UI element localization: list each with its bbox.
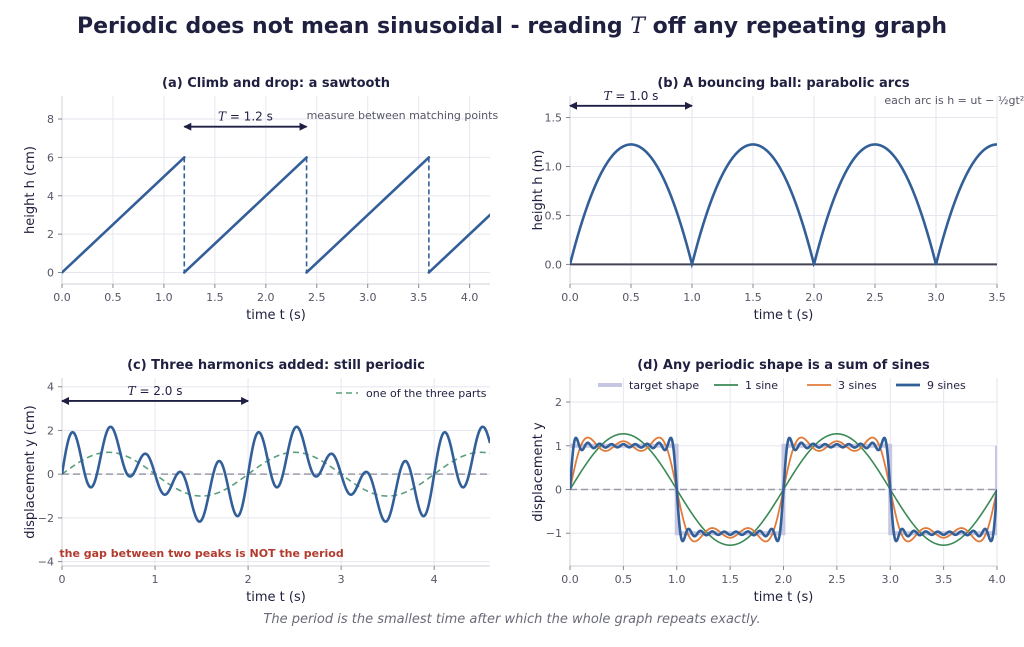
target-shape-curve bbox=[570, 443, 997, 536]
sawtooth-ramp bbox=[62, 156, 186, 274]
x-tick-label: 3.0 bbox=[359, 291, 377, 304]
x-tick-label: 3 bbox=[338, 573, 345, 586]
page-title: Periodic does not mean sinusoidal - read… bbox=[76, 14, 948, 39]
chart-c: (c) Three harmonics added: still periodi… bbox=[23, 358, 490, 605]
x-tick-label: 0.5 bbox=[622, 291, 640, 304]
chart-a: (a) Climb and drop: a sawtooth 0.0 0.5 1.0 1… bbox=[23, 76, 498, 323]
y-tick-label: 2 bbox=[555, 396, 562, 409]
x-tick-label: 1.0 bbox=[155, 291, 173, 304]
x-tick-label: 4.0 bbox=[461, 291, 479, 304]
x-axis-label: time t (s) bbox=[754, 590, 814, 605]
x-tick-label: 3.5 bbox=[988, 291, 1006, 304]
y-tick-label: 0.0 bbox=[545, 258, 563, 271]
chart-b: (b) A bouncing ball: parabolic arcs 0.0 0.… bbox=[531, 76, 1024, 323]
sawtooth-ramp bbox=[182, 156, 308, 274]
footer-caption: The period is the smallest time after wh… bbox=[263, 612, 761, 627]
x-tick-label: 3.0 bbox=[927, 291, 945, 304]
warning-annotation: the gap between two peaks is NOT the per… bbox=[59, 547, 343, 560]
y-tick-label: 0 bbox=[555, 483, 562, 496]
x-tick-label: 3.0 bbox=[882, 573, 900, 586]
chart-title: (d) Any periodic shape is a sum of sines bbox=[637, 358, 930, 373]
legend-entry-label: 9 sines bbox=[927, 379, 966, 392]
x-tick-label: 2 bbox=[245, 573, 252, 586]
x-tick-label: 0.0 bbox=[53, 291, 71, 304]
x-tick-label: 1 bbox=[152, 573, 159, 586]
y-axis-label: displacement y bbox=[531, 422, 546, 522]
y-tick-label: 8 bbox=[47, 113, 54, 126]
x-tick-label: 4 bbox=[431, 573, 438, 586]
legend-entry-label: 3 sines bbox=[838, 379, 877, 392]
y-tick-label: −4 bbox=[38, 556, 54, 569]
nine-sines-curve bbox=[570, 436, 997, 543]
y-tick-label: 1.5 bbox=[545, 112, 563, 125]
x-tick-label: 2.0 bbox=[805, 291, 823, 304]
harmonic-sum-curve bbox=[62, 425, 490, 523]
x-axis-label: time t (s) bbox=[754, 308, 814, 323]
y-tick-label: −2 bbox=[38, 512, 54, 525]
x-tick-label: 0.0 bbox=[561, 291, 579, 304]
legend-entry-label: one of the three parts bbox=[366, 387, 487, 400]
y-tick-label: 2 bbox=[47, 228, 54, 241]
annotation: each arc is h = ut − ½gt² bbox=[884, 94, 1024, 107]
y-tick-label: 0.5 bbox=[545, 209, 563, 222]
period-label: T = 1.2 s bbox=[218, 110, 273, 124]
y-tick-label: 1.0 bbox=[545, 161, 563, 174]
annotation: measure between matching points bbox=[307, 109, 499, 122]
y-tick-label: 0 bbox=[47, 468, 54, 481]
legend-entry-label: target shape bbox=[629, 379, 699, 392]
chart-d: (d) Any periodic shape is a sum of sines… bbox=[531, 358, 1006, 605]
x-tick-label: 0.0 bbox=[561, 573, 579, 586]
plot-area bbox=[570, 143, 997, 269]
y-tick-label: −1 bbox=[546, 527, 562, 540]
x-tick-label: 0 bbox=[59, 573, 66, 586]
chart-title: (a) Climb and drop: a sawtooth bbox=[162, 76, 390, 91]
plot-area bbox=[62, 156, 490, 274]
y-tick-label: 4 bbox=[47, 381, 54, 394]
x-tick-label: 2.5 bbox=[308, 291, 326, 304]
sawtooth-ramp bbox=[305, 156, 431, 274]
plot-area bbox=[62, 425, 490, 523]
y-axis-label: height h (cm) bbox=[23, 146, 38, 234]
x-tick-label: 2.5 bbox=[828, 573, 846, 586]
x-tick-label: 4.0 bbox=[988, 573, 1006, 586]
sawtooth-ramp bbox=[427, 213, 490, 274]
plot-area bbox=[570, 433, 997, 546]
y-axis-label: displacement y (cm) bbox=[23, 405, 38, 539]
x-tick-label: 3.5 bbox=[410, 291, 428, 304]
x-tick-label: 2.5 bbox=[866, 291, 884, 304]
x-tick-label: 1.5 bbox=[206, 291, 224, 304]
ball-height-curve bbox=[570, 143, 997, 269]
y-tick-label: 1 bbox=[555, 440, 562, 453]
y-tick-label: 6 bbox=[47, 151, 54, 164]
y-tick-label: 0 bbox=[47, 266, 54, 279]
x-tick-label: 2.0 bbox=[775, 573, 793, 586]
x-tick-label: 0.5 bbox=[615, 573, 633, 586]
chart-title: (b) A bouncing ball: parabolic arcs bbox=[657, 76, 910, 91]
x-axis-label: time t (s) bbox=[246, 590, 306, 605]
harmonic-part-curve bbox=[62, 451, 490, 497]
x-axis-label: time t (s) bbox=[246, 308, 306, 323]
x-tick-label: 1.5 bbox=[721, 573, 739, 586]
y-axis-label: height h (m) bbox=[531, 150, 546, 231]
x-tick-label: 0.5 bbox=[104, 291, 122, 304]
period-label: T = 1.0 s bbox=[604, 89, 659, 103]
y-tick-label: 4 bbox=[47, 190, 54, 203]
x-tick-label: 3.5 bbox=[935, 573, 953, 586]
legend-entry-label: 1 sine bbox=[745, 379, 778, 392]
x-tick-label: 1.0 bbox=[683, 291, 701, 304]
x-tick-label: 2.0 bbox=[257, 291, 275, 304]
y-tick-label: 2 bbox=[47, 424, 54, 437]
chart-title: (c) Three harmonics added: still periodi… bbox=[127, 358, 425, 373]
x-tick-label: 1.0 bbox=[668, 573, 686, 586]
period-label: T = 2.0 s bbox=[128, 384, 183, 398]
x-tick-label: 1.5 bbox=[744, 291, 762, 304]
